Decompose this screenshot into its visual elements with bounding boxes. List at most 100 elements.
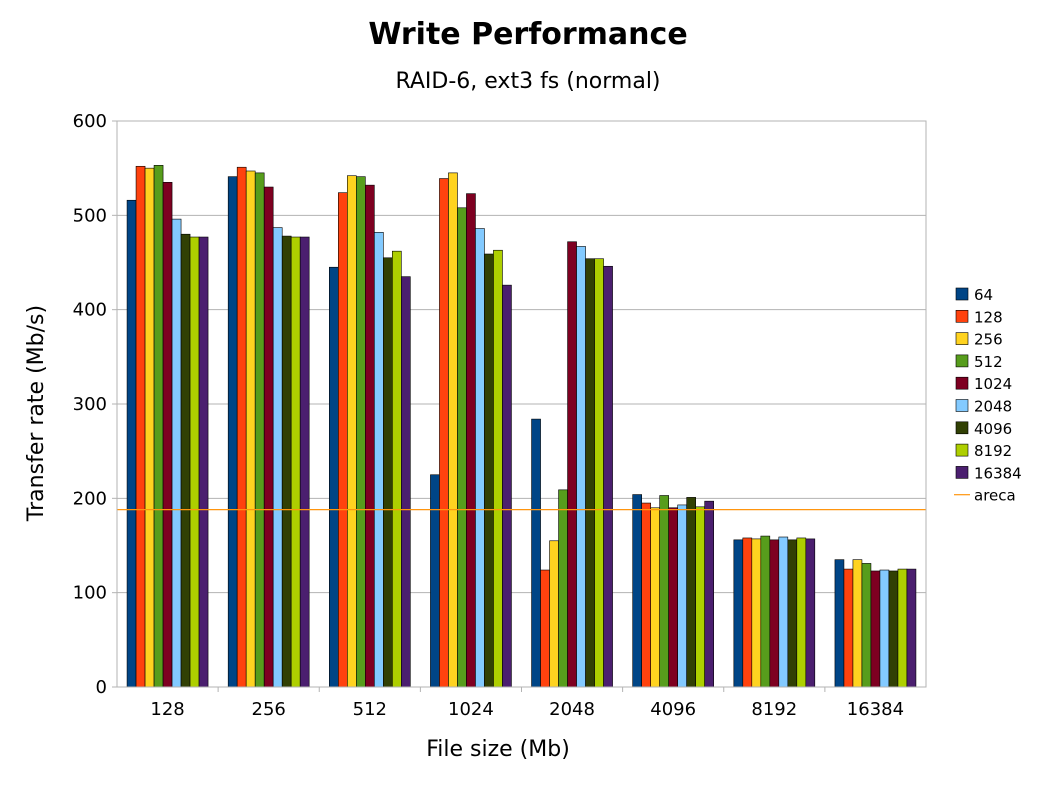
bars [126,165,917,688]
legend-swatch-8192 [955,443,969,457]
bar-16384-512 [401,276,411,688]
bar-16384-1024 [502,284,512,688]
bar-2048-2048 [576,246,586,688]
legend-label-8192: 8192 [974,442,1012,460]
bar-64-512 [329,266,339,688]
bar-8192-4096 [695,506,705,688]
bar-4096-256 [281,235,292,688]
bar-1024-2048 [567,241,577,688]
bar-512-16384 [861,563,872,688]
chart-subtitle: RAID-6, ext3 fs (normal) [395,69,660,94]
bar-128-256 [236,166,247,688]
bar-4096-8192 [787,539,798,688]
bar-4096-4096 [686,497,696,688]
bar-64-256 [227,176,238,688]
plot-area-frame [116,120,927,688]
bar-4096-16384 [888,570,899,688]
bar-256-512 [347,175,357,688]
bar-64-2048 [531,418,541,688]
bar-2048-1024 [475,228,485,688]
bar-512-128 [153,165,164,688]
bar-128-128 [135,165,146,688]
bar-8192-512 [392,250,402,688]
legend-label-512: 512 [974,353,1003,371]
legend-label-areca: areca [974,487,1016,505]
bar-256-1024 [448,172,458,688]
legend-label-64: 64 [974,286,993,304]
bar-4096-1024 [484,253,494,688]
legend-swatch-64 [955,287,969,301]
bar-1024-16384 [870,570,881,688]
legend-label-2048: 2048 [974,398,1012,416]
y-tick-label: 400 [73,300,107,321]
y-tick-label: 200 [73,488,107,509]
legend: 64 128 256 512 1024 2048 4096 8192 16384 areca [954,286,1022,505]
legend-swatch-2048 [955,399,969,412]
x-tick-label: 8192 [751,699,797,720]
bar-128-16384 [843,568,854,688]
x-tick-label: 2048 [549,699,595,720]
bar-1024-128 [162,182,173,688]
bar-16384-16384 [906,568,917,688]
bar-256-128 [144,167,155,688]
y-axis-label: Transfer rate (Mb/s) [24,305,49,522]
bar-128-4096 [641,502,651,688]
bar-512-8192 [760,535,771,688]
bar-1024-1024 [466,193,476,688]
y-tick-label: 300 [73,394,107,415]
x-tick-label: 128 [150,699,184,720]
bar-16384-256 [299,236,310,688]
bar-256-2048 [549,540,559,688]
y-tick-label: 100 [73,583,107,604]
bar-4096-2048 [585,258,595,688]
x-tick-label: 256 [252,699,286,720]
bar-16384-4096 [704,500,714,688]
bar-64-4096 [632,494,642,688]
y-tick-label: 0 [96,677,107,698]
legend-label-4096: 4096 [974,420,1012,438]
bar-1024-4096 [668,507,678,688]
bar-256-4096 [650,507,660,688]
bar-1024-256 [263,186,274,688]
legend-swatch-256 [955,332,969,345]
legend-label-128: 128 [974,308,1003,326]
legend-swatch-16384 [955,466,969,479]
bar-1024-512 [365,184,375,688]
bar-512-4096 [659,495,669,688]
bar-128-1024 [439,178,449,688]
legend-label-16384: 16384 [974,464,1022,482]
bar-8192-256 [290,236,301,688]
chart-title: Write Performance [368,17,687,52]
bar-1024-8192 [769,539,780,688]
bar-128-2048 [540,569,550,688]
bar-512-512 [356,176,366,688]
legend-swatch-1024 [955,376,969,390]
bar-128-512 [338,192,348,688]
bar-8192-1024 [493,249,503,688]
y-tick-label: 600 [73,111,107,132]
y-tick-label: 500 [73,205,107,226]
bar-512-2048 [558,489,568,688]
bar-2048-16384 [879,569,890,688]
bar-16384-2048 [603,265,613,688]
bar-256-8192 [751,538,762,688]
bar-2048-256 [272,227,283,688]
bar-64-8192 [733,539,744,688]
x-tick-label: 16384 [847,699,904,720]
bar-64-16384 [834,559,845,688]
bar-4096-512 [383,257,393,688]
bar-2048-8192 [778,536,789,688]
bar-16384-8192 [805,538,816,688]
bar-512-1024 [457,207,467,688]
legend-swatch-4096 [955,421,969,435]
legend-swatch-128 [955,309,969,323]
bar-2048-4096 [677,504,687,688]
bar-8192-2048 [594,258,604,688]
x-tick-label: 4096 [650,699,696,720]
bar-64-128 [126,199,137,688]
bar-256-16384 [852,559,863,688]
legend-label-1024: 1024 [974,375,1012,393]
legend-label-256: 256 [974,331,1003,349]
bar-8192-16384 [897,568,908,688]
